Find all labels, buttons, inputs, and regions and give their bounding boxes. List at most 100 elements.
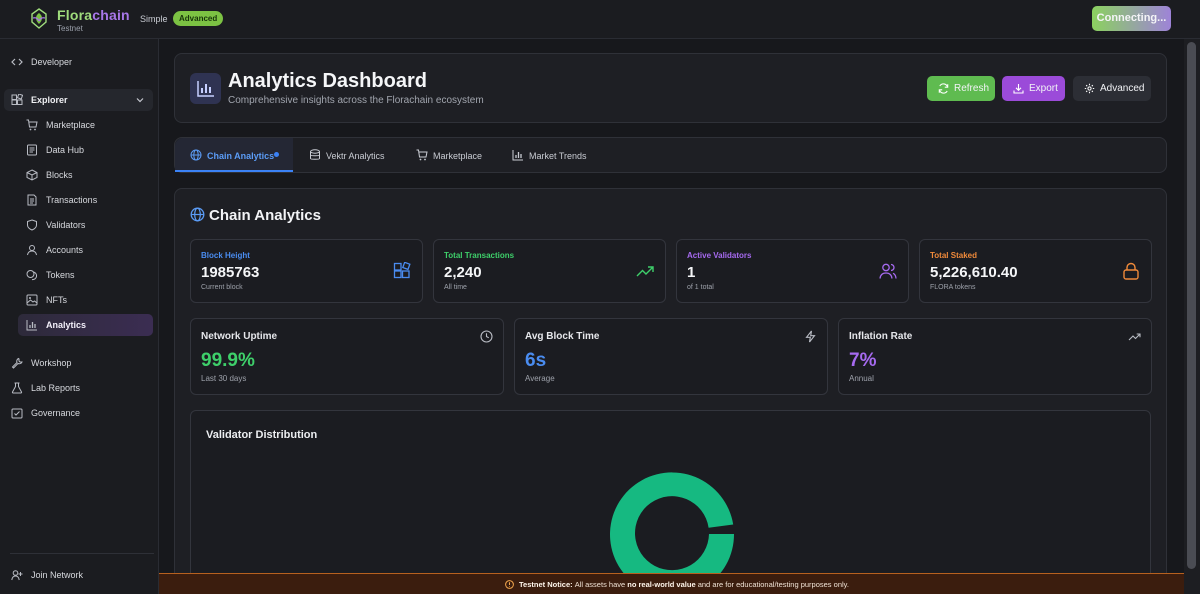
sidebar-item-label: Join Network xyxy=(31,570,84,580)
chevron-down-icon[interactable] xyxy=(136,96,144,104)
export-button[interactable]: Export xyxy=(1002,76,1065,101)
sidebar-item-accounts[interactable]: Accounts xyxy=(0,239,159,261)
top-bar: Florachain Testnet Simple Advanced Conne… xyxy=(0,0,1200,39)
clock-icon xyxy=(480,330,493,343)
cart-icon xyxy=(416,149,428,161)
advanced-label: Advanced xyxy=(1100,83,1145,94)
sidebar-divider xyxy=(10,553,154,554)
document-icon xyxy=(26,194,38,206)
sidebar-item-lab-reports[interactable]: Lab Reports xyxy=(0,377,159,399)
cart-icon xyxy=(26,119,38,131)
mode-simple-toggle[interactable]: Simple xyxy=(140,14,168,24)
refresh-button[interactable]: Refresh xyxy=(927,76,995,101)
code-icon xyxy=(11,56,23,68)
brand-flora: Flora xyxy=(57,7,93,23)
tab-market-trends[interactable]: Market Trends xyxy=(511,138,601,172)
metric-subtext: Last 30 days xyxy=(201,374,247,383)
lightning-icon xyxy=(804,330,817,343)
globe-icon xyxy=(190,149,202,161)
tab-chain-analytics[interactable]: Chain Analytics xyxy=(175,138,293,172)
stat-value: 2,240 xyxy=(444,264,482,281)
sidebar-item-data-hub[interactable]: Data Hub xyxy=(0,139,159,161)
sidebar-item-analytics[interactable]: Analytics xyxy=(18,314,153,336)
sidebar-item-label: NFTs xyxy=(46,295,67,305)
donut-segment xyxy=(610,472,735,594)
users-icon xyxy=(879,262,897,280)
sidebar-item-label: Validators xyxy=(46,220,86,230)
trending-up-icon xyxy=(1128,330,1141,343)
metric-card-inflation-rate: Inflation Rate 7% Annual xyxy=(838,318,1152,395)
sidebar-item-label: Marketplace xyxy=(46,120,96,130)
stat-card-total-transactions: Total Transactions 2,240 All time xyxy=(433,239,666,303)
notice-label: Testnet Notice: xyxy=(519,580,573,589)
metric-label: Avg Block Time xyxy=(525,331,600,342)
sidebar-item-nfts[interactable]: NFTs xyxy=(0,289,159,311)
stat-value: 5,226,610.40 xyxy=(930,264,1018,281)
wrench-icon xyxy=(11,357,23,369)
refresh-label: Refresh xyxy=(954,83,990,94)
connect-wallet-button[interactable]: Connecting... xyxy=(1092,6,1171,31)
metric-value: 99.9% xyxy=(201,350,255,371)
warning-circle-icon xyxy=(505,580,514,589)
stat-label: Active Validators xyxy=(687,251,752,260)
globe-icon xyxy=(190,207,205,222)
box-icon xyxy=(26,169,38,181)
metric-subtext: Annual xyxy=(849,374,874,383)
metric-card-network-uptime: Network Uptime 99.9% Last 30 days xyxy=(190,318,504,395)
stat-label: Total Transactions xyxy=(444,251,515,260)
user-icon xyxy=(26,244,38,256)
stat-card-total-staked: Total Staked 5,226,610.40 FLORA tokens xyxy=(919,239,1152,303)
refresh-icon xyxy=(938,83,949,94)
network-label: Testnet xyxy=(57,24,83,33)
sidebar-item-blocks[interactable]: Blocks xyxy=(0,164,159,186)
brand-name[interactable]: Florachain xyxy=(57,7,130,23)
user-plus-icon xyxy=(11,569,23,581)
section-title: Chain Analytics xyxy=(209,207,321,224)
validator-distribution-title: Validator Distribution xyxy=(206,429,318,441)
stat-subtext: Current block xyxy=(201,284,243,291)
florachain-logo-icon[interactable] xyxy=(30,8,48,30)
sidebar-item-label: Blocks xyxy=(46,170,73,180)
notice-emphasis: no real-world value xyxy=(627,580,696,589)
testnet-notice-banner: Testnet Notice: All assets have no real-… xyxy=(159,573,1184,594)
sidebar-item-governance[interactable]: Governance xyxy=(0,402,159,424)
export-label: Export xyxy=(1029,83,1058,94)
sidebar-item-label: Governance xyxy=(31,408,81,418)
advanced-settings-button[interactable]: Advanced xyxy=(1073,76,1151,101)
sidebar-item-workshop[interactable]: Workshop xyxy=(0,352,159,374)
sidebar-item-validators[interactable]: Validators xyxy=(0,214,159,236)
stat-label: Block Height xyxy=(201,251,250,260)
metric-subtext: Average xyxy=(525,374,555,383)
metric-value: 6s xyxy=(525,350,547,371)
stat-subtext: of 1 total xyxy=(687,284,714,291)
database-icon xyxy=(26,144,38,156)
tab-vektr-analytics[interactable]: Vektr Analytics xyxy=(308,138,398,172)
metric-value: 7% xyxy=(849,350,877,371)
sidebar-item-explorer[interactable]: Explorer xyxy=(4,89,153,111)
page-scrollbar-thumb[interactable] xyxy=(1187,42,1196,569)
download-icon xyxy=(1013,83,1024,94)
sidebar-item-join-network[interactable]: Join Network xyxy=(0,564,159,586)
sidebar-item-developer[interactable]: Developer xyxy=(0,51,159,73)
ballot-icon xyxy=(11,407,23,419)
sidebar-item-marketplace[interactable]: Marketplace xyxy=(0,114,159,136)
tab-label: Marketplace xyxy=(433,151,483,161)
validator-distribution-donut[interactable] xyxy=(607,469,737,594)
tab-label: Market Trends xyxy=(529,151,587,161)
metric-card-avg-block-time: Avg Block Time 6s Average xyxy=(514,318,828,395)
sidebar-item-transactions[interactable]: Transactions xyxy=(0,189,159,211)
sidebar-item-tokens[interactable]: Tokens xyxy=(0,264,159,286)
tab-label: Vektr Analytics xyxy=(326,151,385,161)
sidebar-item-label: Analytics xyxy=(46,320,87,330)
sidebar-item-label: Transactions xyxy=(46,195,98,205)
tab-marketplace[interactable]: Marketplace xyxy=(415,138,495,172)
analytics-icon xyxy=(190,73,221,104)
trending-up-icon xyxy=(636,262,654,280)
mode-advanced-toggle[interactable]: Advanced xyxy=(173,11,224,26)
gear-icon xyxy=(1084,83,1095,94)
validator-distribution-card: Validator Distribution xyxy=(190,410,1151,594)
notice-text-a: All assets have xyxy=(574,580,626,589)
sidebar-item-label: Developer xyxy=(31,57,73,67)
sidebar: Developer Explorer Marketplace Data Hub … xyxy=(0,39,159,594)
blocks-icon xyxy=(393,262,411,280)
